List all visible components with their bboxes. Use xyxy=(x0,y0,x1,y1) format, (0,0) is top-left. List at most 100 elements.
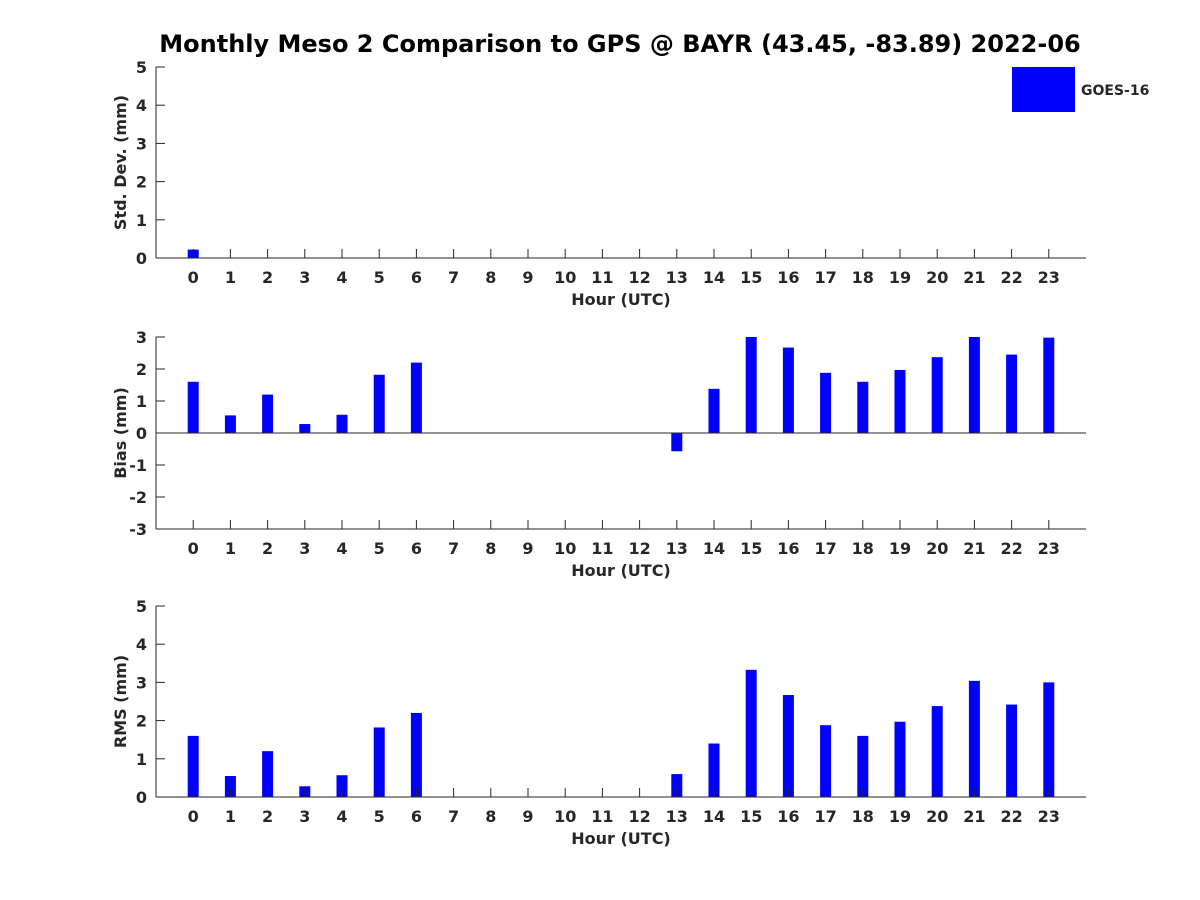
y-tick-label: 2 xyxy=(136,173,147,192)
bar-rms-16 xyxy=(782,695,794,797)
bar-rms-21 xyxy=(968,680,980,797)
y-tick-label: 1 xyxy=(136,211,147,230)
x-tick-label: 1 xyxy=(225,807,236,826)
x-tick-label: 6 xyxy=(411,807,422,826)
bar-bias-1 xyxy=(224,415,236,433)
y-tick-label: 5 xyxy=(136,597,147,616)
x-tick-label: 2 xyxy=(262,539,273,558)
bar-bias-15 xyxy=(745,337,757,433)
bar-bias-21 xyxy=(968,337,980,433)
x-tick-label: 23 xyxy=(1038,539,1060,558)
y-axis-label: RMS (mm) xyxy=(111,655,130,748)
x-tick-label: 14 xyxy=(703,807,725,826)
chart-title: Monthly Meso 2 Comparison to GPS @ BAYR … xyxy=(159,30,1081,58)
x-tick-label: 2 xyxy=(262,268,273,287)
x-tick-label: 19 xyxy=(889,539,911,558)
x-tick-label: 18 xyxy=(852,807,874,826)
x-axis-label: Hour (UTC) xyxy=(571,829,671,848)
x-tick-label: 15 xyxy=(740,268,762,287)
x-tick-label: 10 xyxy=(554,807,576,826)
x-tick-label: 22 xyxy=(1000,268,1022,287)
bar-rms-2 xyxy=(262,751,274,797)
x-tick-label: 8 xyxy=(485,539,496,558)
x-tick-label: 8 xyxy=(485,807,496,826)
bar-bias-16 xyxy=(782,347,794,433)
x-tick-label: 17 xyxy=(814,807,836,826)
x-tick-label: 1 xyxy=(225,268,236,287)
x-tick-label: 0 xyxy=(188,807,199,826)
x-tick-label: 17 xyxy=(814,268,836,287)
x-tick-label: 23 xyxy=(1038,268,1060,287)
bar-bias-13 xyxy=(671,433,683,452)
x-tick-label: 15 xyxy=(740,807,762,826)
x-tick-label: 9 xyxy=(522,807,533,826)
x-tick-label: 5 xyxy=(374,807,385,826)
x-tick-label: 5 xyxy=(374,539,385,558)
x-tick-label: 22 xyxy=(1000,807,1022,826)
y-tick-label: 4 xyxy=(136,635,147,654)
y-tick-label: -1 xyxy=(129,456,147,475)
bar-rms-1 xyxy=(224,775,236,797)
x-axis-label: Hour (UTC) xyxy=(571,290,671,309)
x-tick-label: 20 xyxy=(926,539,948,558)
x-tick-label: 4 xyxy=(336,539,347,558)
bar-rms-18 xyxy=(857,735,869,797)
x-tick-label: 12 xyxy=(628,268,650,287)
bar-bias-23 xyxy=(1043,337,1055,433)
y-tick-label: 4 xyxy=(136,96,147,115)
x-tick-label: 9 xyxy=(522,268,533,287)
x-tick-label: 21 xyxy=(963,268,985,287)
x-tick-label: 13 xyxy=(666,539,688,558)
x-tick-label: 22 xyxy=(1000,539,1022,558)
bar-rms-20 xyxy=(931,706,943,797)
x-tick-label: 19 xyxy=(889,268,911,287)
rms-panel: 0 1 2 3 4 5 6 7 8 9 10 11 12 13 14 15 16 17 18 19 20 21 22 2301… xyxy=(111,597,1086,848)
bar-bias-5 xyxy=(373,374,385,433)
bar-bias-14 xyxy=(708,388,720,433)
bar-rms-15 xyxy=(745,669,757,797)
y-tick-label: 3 xyxy=(136,134,147,153)
x-tick-label: 8 xyxy=(485,268,496,287)
bar-rms-17 xyxy=(820,725,832,797)
x-tick-label: 21 xyxy=(963,539,985,558)
bar-bias-20 xyxy=(931,357,943,433)
bar-rms-13 xyxy=(671,774,683,797)
y-tick-label: 5 xyxy=(136,58,147,77)
x-tick-label: 16 xyxy=(777,539,799,558)
y-tick-label: 3 xyxy=(136,328,147,347)
x-tick-label: 3 xyxy=(299,807,310,826)
legend-swatch xyxy=(1012,67,1075,112)
y-axis-label: Bias (mm) xyxy=(111,387,130,479)
bar-rms-14 xyxy=(708,743,720,797)
x-tick-label: 11 xyxy=(591,268,613,287)
x-tick-label: 17 xyxy=(814,539,836,558)
x-tick-label: 21 xyxy=(963,807,985,826)
legend: GOES-16 xyxy=(1012,67,1149,112)
bar-rms-0 xyxy=(187,735,199,797)
x-tick-label: 4 xyxy=(336,807,347,826)
std-dev-panel: 0 1 2 3 4 5 6 7 8 9 10 11 12 13 14 15 16 17 18 19 20 21 22 2301… xyxy=(111,58,1086,309)
x-tick-label: 20 xyxy=(926,807,948,826)
x-tick-label: 5 xyxy=(374,268,385,287)
x-tick-label: 4 xyxy=(336,268,347,287)
x-tick-label: 18 xyxy=(852,268,874,287)
x-tick-label: 14 xyxy=(703,539,725,558)
x-tick-label: 11 xyxy=(591,539,613,558)
bar-bias-17 xyxy=(820,372,832,433)
x-tick-label: 23 xyxy=(1038,807,1060,826)
x-tick-label: 9 xyxy=(522,539,533,558)
y-tick-label: -2 xyxy=(129,488,147,507)
y-tick-label: 1 xyxy=(136,750,147,769)
x-tick-label: 12 xyxy=(628,807,650,826)
y-tick-label: 0 xyxy=(136,788,147,807)
x-tick-label: 7 xyxy=(448,539,459,558)
y-tick-label: 0 xyxy=(136,249,147,268)
bar-bias-18 xyxy=(857,381,869,433)
y-axis-label: Std. Dev. (mm) xyxy=(111,95,130,230)
y-tick-label: 2 xyxy=(136,360,147,379)
y-tick-label: 2 xyxy=(136,712,147,731)
x-tick-label: 19 xyxy=(889,807,911,826)
bar-bias-19 xyxy=(894,369,906,433)
y-tick-label: -3 xyxy=(129,520,147,539)
